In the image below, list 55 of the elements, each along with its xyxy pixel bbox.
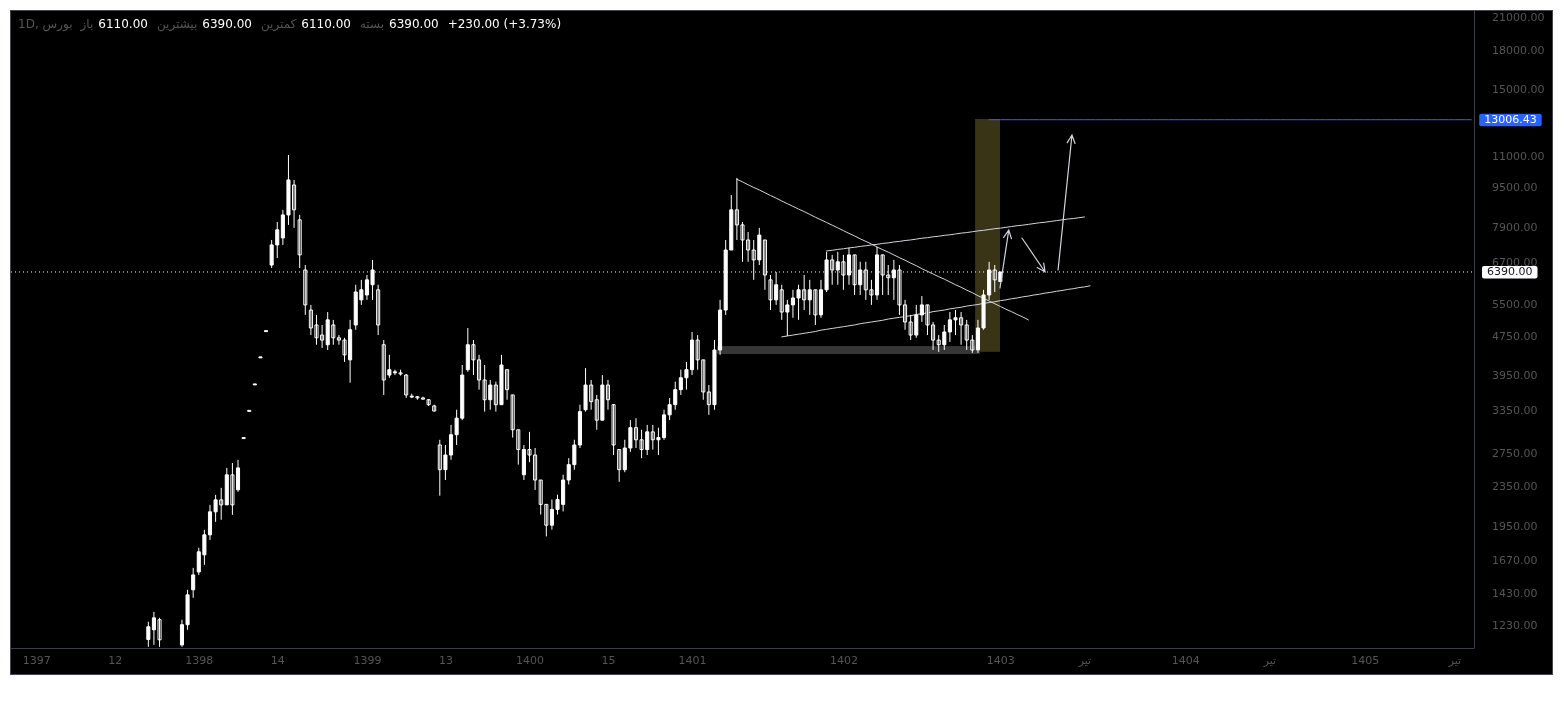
x-tick-label: 1403 [986, 653, 1015, 667]
y-tick-label: 3350.00 [1492, 404, 1538, 418]
annotation: کمترین [260, 17, 297, 32]
candlestick [258, 356, 263, 359]
annotation: 6110.00 [98, 17, 148, 31]
y-tick-label: 1670.00 [1492, 553, 1538, 567]
y-tick-label: 3950.00 [1492, 369, 1538, 383]
x-tick-label: 13 [438, 653, 453, 667]
y-tick-label: 2750.00 [1492, 446, 1538, 460]
x-tick-label: 1402 [829, 653, 858, 667]
x-tick-label: 15 [601, 653, 616, 667]
y-tick-label: 2350.00 [1492, 480, 1538, 494]
candlestick [297, 214, 302, 269]
annotation: بسته [359, 17, 385, 31]
x-tick-label: 1398 [185, 653, 214, 667]
y-tick-label: 1430.00 [1492, 586, 1538, 600]
x-tick-label: تیر [1262, 653, 1277, 667]
y-tick-label: 9500.00 [1492, 181, 1538, 195]
y-tick-label: 15000.00 [1492, 83, 1545, 97]
annotation: بیشترین [156, 17, 198, 32]
annotation: +230.00 (+3.73%) [447, 17, 562, 31]
annotation: 6390.00 [202, 17, 252, 31]
x-tick-label: 1405 [1351, 653, 1380, 667]
y-tick-label: 18000.00 [1492, 44, 1545, 58]
ref-line-label: 6390.00 [1487, 265, 1533, 279]
candlestick [264, 330, 269, 333]
y-tick-label: 5500.00 [1492, 298, 1538, 312]
candlestick [611, 404, 616, 456]
x-tick-label: 1399 [353, 653, 382, 667]
x-tick-label: تیر [1077, 653, 1092, 667]
candlestick [241, 437, 246, 440]
y-tick-label: 4750.00 [1492, 329, 1538, 343]
y-tick-label: 1230.00 [1492, 619, 1538, 633]
x-tick-label: 1397 [22, 653, 51, 667]
y-tick-label: 11000.00 [1492, 149, 1545, 163]
candlestick [376, 284, 381, 336]
x-tick-label: 1400 [516, 653, 544, 667]
data-label: 13006.43 [1484, 113, 1537, 127]
x-tick-label: 14 [270, 653, 285, 667]
x-tick-label: 1404 [1171, 653, 1200, 667]
x-tick-label: تیر [1447, 653, 1462, 667]
y-tick-label: 21000.00 [1492, 11, 1545, 25]
x-tick-label: 12 [108, 653, 123, 667]
text: 1D, بورس [18, 17, 73, 32]
candlestick [617, 449, 622, 483]
candlestick [252, 383, 257, 386]
y-tick-label: 1950.00 [1492, 520, 1538, 534]
annotation: 6110.00 [301, 17, 351, 31]
annotation: 6390.00 [389, 17, 439, 31]
annotation: باز [79, 17, 94, 32]
candlestick [432, 404, 437, 413]
candlestick [247, 409, 252, 412]
x-tick-label: 1401 [678, 653, 707, 667]
y-tick-label: 7900.00 [1492, 220, 1538, 234]
candlestick [191, 567, 196, 599]
